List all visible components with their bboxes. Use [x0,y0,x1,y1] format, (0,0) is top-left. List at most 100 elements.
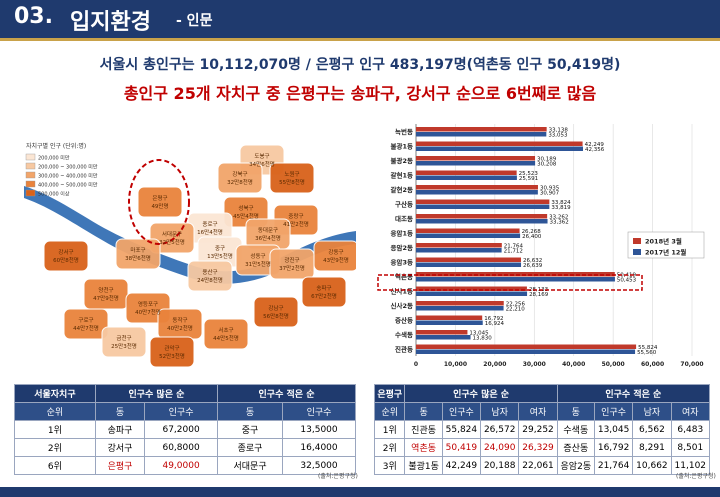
y-category-label: 갈현2동 [391,185,413,194]
district-name: 노원구 [284,170,299,178]
y-category-label: 신사1동 [391,287,413,296]
x-tick-label: 50,000 [602,361,625,368]
bar-2017-12 [416,320,483,325]
y-category-label: 수색동 [395,330,413,339]
district-name: 도봉구 [254,153,269,160]
district-name: 성북구 [238,204,253,212]
district-value: 36만4천명 [255,234,281,242]
table2-cell: 16,792 [593,438,634,457]
table1-sub: 인구수 [144,402,219,421]
table2-source: (출처:은평구청) [676,473,716,480]
data-label: 33,053 [548,132,568,138]
data-label: 42,356 [585,147,605,153]
bar-2018-03 [416,315,483,320]
district-value: 44만7천명 [73,324,99,332]
table1-cell: 16,4000 [282,438,356,457]
data-label: 50,453 [617,277,637,283]
district-name: 성동구 [250,252,265,260]
table2-cell: 6,483 [670,420,711,439]
bar-2018-03 [416,344,637,349]
data-label: 26,400 [522,234,542,240]
bar-2018-03 [416,170,517,175]
table2-sub: 여자 [670,402,711,421]
legend-series-name: 2018년 3월 [645,237,682,246]
legend-label: 200,000 ~ 300,000 미만 [38,164,98,171]
legend-label: 300,000 ~ 400,000 미만 [38,173,98,180]
x-tick-label: 0 [414,361,418,368]
chart-labels: 0 10,000 20,000 30,000 40,000 50,000 60,000 70,… [391,127,704,368]
table2-cell: 10,662 [632,456,672,475]
district-value: 44만5천명 [213,334,239,342]
data-label: 30,935 [540,185,560,191]
table2-sub: 여자 [518,402,558,421]
legend-label: 500,000 이상 [38,191,70,198]
y-category-label: 응암2동 [391,243,413,252]
data-label: 33,824 [551,200,571,206]
data-label: 25,523 [519,171,539,177]
y-category-label: 구산동 [395,200,413,209]
table2-cell: 42,249 [441,456,482,475]
table-row: 1위 진관동 55,824 26,572 29,252 수색동 13,045 6… [373,420,711,439]
table2-cell: 진관동 [404,420,443,439]
data-label: 21,764 [504,243,524,249]
district-value: 43만9천명 [323,256,349,264]
data-label: 26,639 [523,263,543,269]
map-legend: 자치구별 인구 (단위:명) 200,000 미만 200,000 ~ 300,0… [25,142,98,198]
table1-cell: 49,0000 [144,456,219,475]
legend-label: 200,000 미만 [38,155,70,162]
bar-2017-12 [416,248,502,253]
table-row: 2위 역촌동 50,419 24,090 26,329 증산동 16,792 8… [373,438,711,457]
district-value: 56만8천명 [263,312,289,320]
table1-sub: 동 [217,402,284,421]
district-name: 서대문구 [162,230,182,238]
bar-2017-12 [416,190,538,195]
headline-population: 서울시 총인구는 10,112,070명 / 은평구 인구 483,197명(역… [99,57,621,73]
data-label: 55,824 [638,345,658,351]
district-shape [63,308,109,340]
table-row: 2위 강서구 60,8000 종로구 16,4000 [14,438,356,457]
table2-sub: 인구수 [593,402,634,421]
legend-title: 자치구별 인구 (단위:명) [26,142,86,150]
district-value: 55만8천명 [279,178,305,186]
district-name: 서초구 [218,326,233,334]
header-stripe [0,38,720,41]
district-name: 강북구 [232,171,247,178]
eunpyeong-highlight [128,159,190,245]
table2-cell: 8,501 [670,438,711,457]
bar-2017-12 [416,146,584,151]
seoul-district-table: 서울자치구 인구수 많은 순 인구수 적은 순 순위 동 인구수 동 인구수 1… [14,384,356,475]
district-shape [83,278,129,310]
district-shapes [43,144,359,368]
table1-head-0: 서울자치구 [14,384,96,403]
district-shape [301,276,347,308]
table1-cell: 13,5000 [282,420,356,439]
table1-sub: 동 [94,402,146,421]
map-svg: 자치구별 인구 (단위:명) 200,000 미만 200,000 ~ 300,0… [24,142,359,368]
bar-2017-12 [416,161,536,166]
district-shape [187,260,233,292]
bar-2017-12 [416,335,471,340]
section-number: 03. [14,4,53,29]
data-label: 55,560 [637,350,657,356]
eunpyeong-dong-table: 은평구 인구수 많은 순 인구수 적은 순 순위 동 인구수 남자 여자 동 인… [373,384,711,475]
table1-sub: 순위 [14,402,96,421]
data-label: 42,249 [585,142,605,148]
district-shape [101,326,147,358]
district-value: 60만8천명 [53,256,79,264]
data-label: 13,045 [469,330,489,336]
district-shape [149,336,195,368]
y-category-label: 녹번동 [395,127,413,136]
table1-cell: 67,2000 [144,420,219,439]
district-name: 동대문구 [258,226,278,234]
x-tick-label: 30,000 [523,361,546,368]
legend-swatch [25,180,36,188]
district-name: 중랑구 [288,213,303,220]
table2-cell: 11,102 [670,456,711,475]
y-category-label: 역촌동 [395,272,413,281]
legend-swatch [633,238,641,244]
data-label: 22,256 [506,301,526,307]
legend-swatch [25,171,36,179]
chart-svg: 0 10,000 20,000 30,000 40,000 50,000 60,000 70,… [377,124,705,368]
table2-sub: 남자 [632,402,672,421]
